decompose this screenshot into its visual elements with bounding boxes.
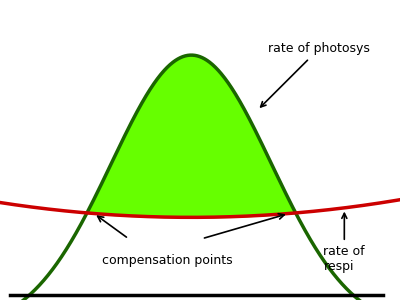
Text: rate of
respi: rate of respi [324, 213, 365, 273]
Text: rate of photosys: rate of photosys [261, 43, 370, 107]
Text: compensation points: compensation points [102, 254, 232, 267]
